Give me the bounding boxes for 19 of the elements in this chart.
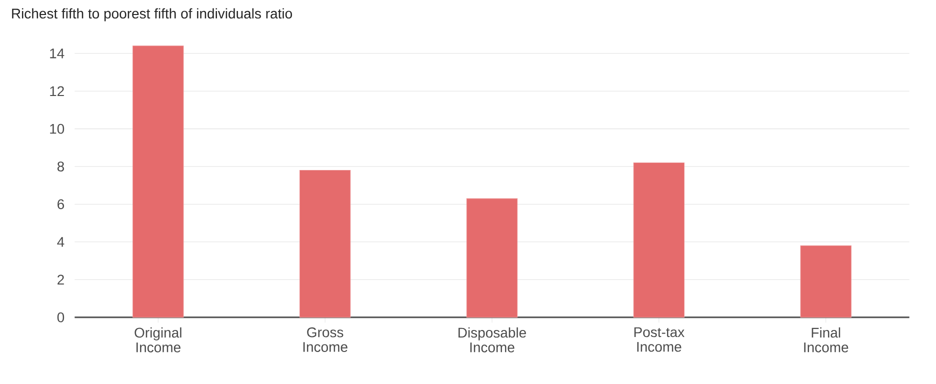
y-tick-label: 10 [50, 124, 64, 134]
x-tick-label: Post-tax Income [634, 327, 684, 352]
bar [132, 46, 184, 318]
x-tick-label: Original Income [134, 327, 182, 352]
y-tick-label: 0 [57, 312, 64, 322]
x-tick-label: Gross Income [303, 327, 348, 352]
chart-title: Richest fifth to poorest fifth of individuals ratio [12, 8, 292, 22]
y-tick-label: 14 [50, 48, 64, 58]
y-tick-label: 4 [57, 237, 64, 247]
y-tick-label: 6 [58, 199, 64, 210]
x-tick-label: Disposable Income [458, 327, 526, 352]
bar [466, 198, 518, 318]
bar [633, 162, 685, 318]
y-tick-label: 8 [57, 162, 64, 172]
bar [800, 245, 852, 318]
x-tick-label: Final Income [804, 327, 848, 352]
y-tick-label: 12 [50, 86, 64, 96]
bar [299, 170, 351, 318]
y-tick-label: 2 [58, 274, 64, 285]
